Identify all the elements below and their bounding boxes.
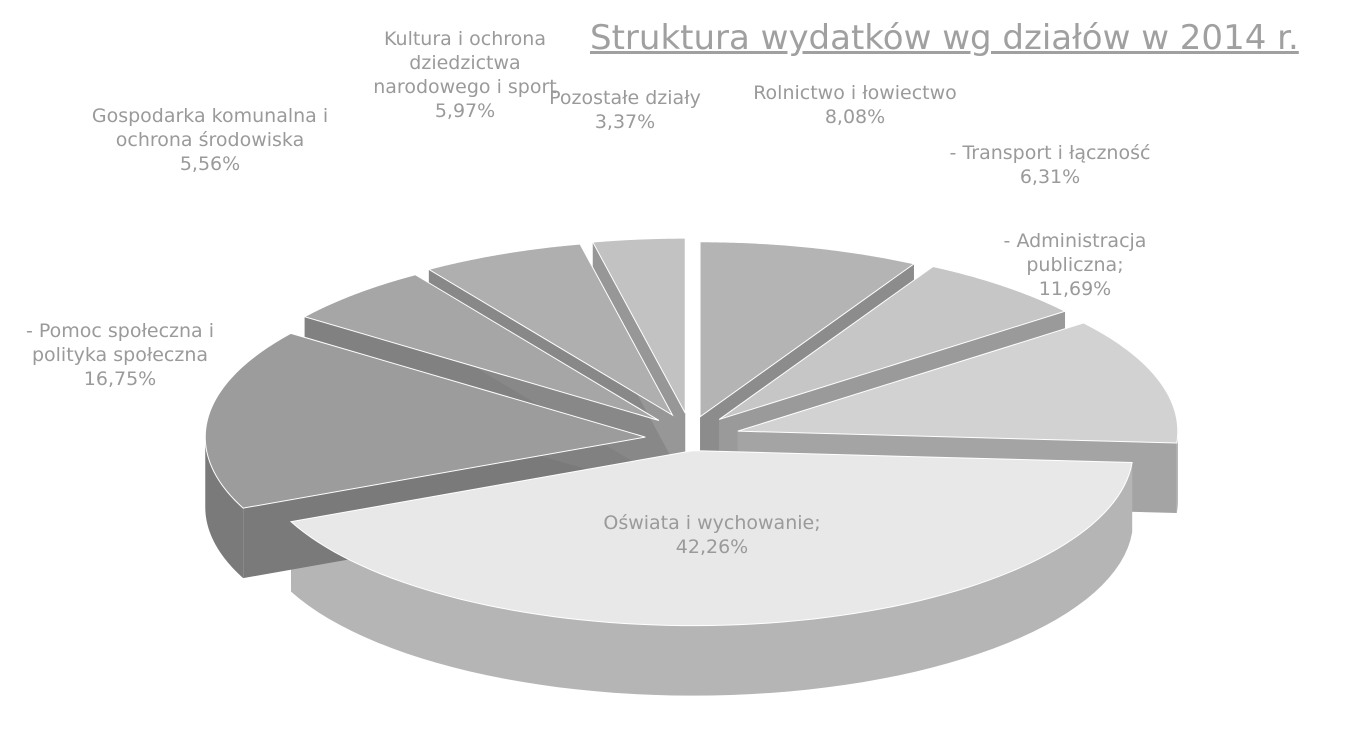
category-label: Gospodarka komunalna i ochrona środowisk… [91, 105, 329, 151]
slice [204, 332, 646, 509]
category-label: - Administracja publiczna; [1003, 230, 1147, 276]
data-label: - Administracja publiczna; 11,69% [960, 229, 1190, 301]
chart-title: Struktura wydatków wg działów w 2014 r. [590, 18, 1299, 58]
data-label: Gospodarka komunalna i ochrona środowisk… [75, 104, 345, 176]
slice [699, 241, 916, 418]
value-label: 11,69% [1038, 278, 1112, 300]
slice [737, 322, 1179, 444]
slice-side [1176, 431, 1178, 514]
slice [303, 274, 660, 421]
data-label: Rolnictwo i łowiectwo 8,08% [725, 81, 985, 129]
slice-side [291, 462, 1133, 696]
value-label: 3,37% [594, 111, 656, 133]
value-label: 42,26% [675, 536, 749, 558]
slice [718, 265, 1067, 420]
category-label: - Transport i łączność [949, 142, 1151, 164]
slice-side [205, 437, 244, 579]
data-label: Pozostałe działy 3,37% [525, 86, 725, 134]
value-label: 8,08% [824, 106, 886, 128]
category-label: Kultura i ochrona dziedzictwa narodowego… [373, 28, 557, 98]
data-label: Kultura i ochrona dziedzictwa narodowego… [365, 27, 565, 123]
category-label: Oświata i wychowanie; [603, 512, 821, 534]
data-label: - Pomoc społeczna i polityka społeczna 16… [0, 319, 240, 391]
value-label: 6,31% [1019, 166, 1081, 188]
slice [289, 450, 1133, 627]
category-label: Pozostałe działy [549, 87, 701, 109]
category-label: - Pomoc społeczna i polityka społeczna [25, 320, 214, 366]
data-label: - Transport i łączność 6,31% [930, 141, 1170, 189]
slice [427, 243, 674, 417]
category-label: Rolnictwo i łowiectwo [753, 82, 957, 104]
slice [591, 237, 686, 414]
data-label: Oświata i wychowanie; 42,26% [562, 511, 862, 559]
value-label: 16,75% [83, 368, 157, 390]
value-label: 5,56% [179, 153, 241, 175]
value-label: 5,97% [434, 100, 496, 122]
